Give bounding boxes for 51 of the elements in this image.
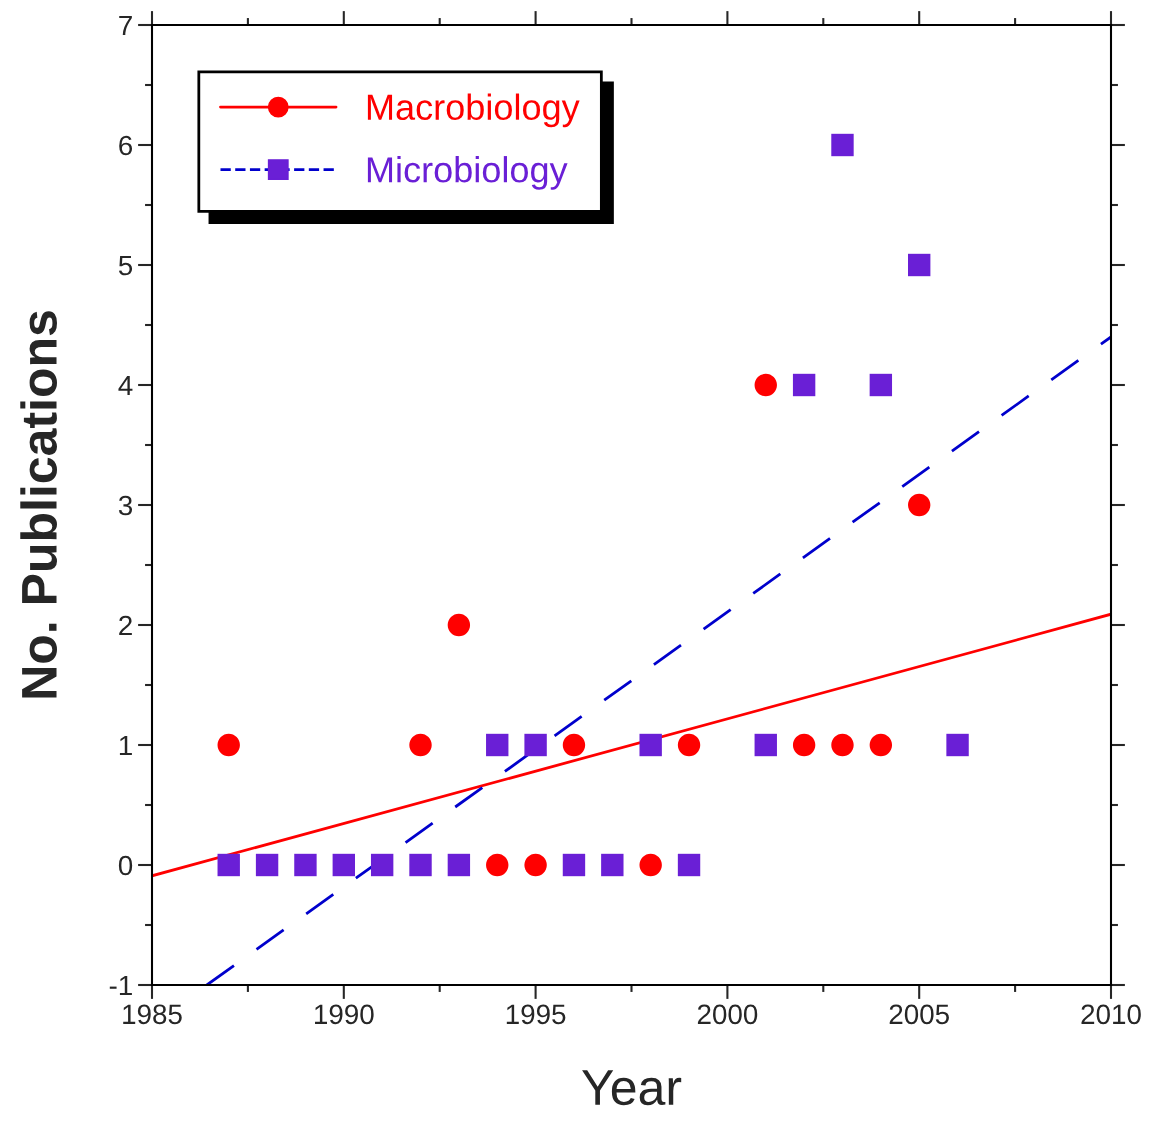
point: [447, 613, 471, 637]
x-tick-label: 1990: [315, 1004, 374, 1025]
point: [370, 853, 394, 877]
point: [754, 733, 777, 757]
y-tick-label: 6: [119, 135, 133, 156]
y-tick-label: 2: [119, 615, 132, 636]
y-tick-label: 7: [119, 15, 132, 36]
y-tick-label: 0: [118, 855, 133, 876]
point: [562, 733, 586, 757]
point: [409, 853, 432, 877]
x-tick-label: 2010: [1081, 1004, 1141, 1025]
x-tick-label: 1985: [123, 1004, 182, 1025]
point: [792, 373, 816, 397]
point: [447, 853, 471, 877]
point: [524, 853, 547, 877]
y-tick-label: -1: [109, 975, 132, 996]
point: [869, 733, 893, 757]
point: [792, 733, 816, 757]
point: [486, 733, 509, 757]
point: [908, 253, 931, 277]
x-tick-label: 2000: [697, 1004, 758, 1025]
y-tick-label: 1: [119, 735, 132, 756]
point: [255, 853, 279, 877]
y-axis-title: No. Publications: [20, 311, 57, 698]
point: [677, 733, 701, 757]
point: [831, 733, 854, 757]
x-tick-label: 1995: [506, 1004, 566, 1025]
y-tick-label: 5: [118, 255, 133, 276]
point: [639, 733, 662, 757]
y-tick-label: 3: [118, 495, 133, 516]
point: [869, 373, 893, 397]
point: [409, 733, 432, 757]
point: [562, 853, 586, 877]
legend-label: Macrobiology: [367, 93, 580, 128]
point: [486, 853, 509, 877]
point: [639, 853, 662, 877]
point: [217, 733, 240, 757]
point: [524, 733, 547, 757]
point: [677, 853, 701, 877]
legend-label: Microbiology: [367, 156, 568, 190]
x-tick-label: 2005: [889, 1004, 949, 1025]
x-axis-title: Year: [582, 1070, 682, 1106]
point: [908, 493, 931, 517]
point: [294, 853, 317, 877]
point: [754, 373, 777, 397]
point: [946, 733, 969, 757]
point: [332, 853, 355, 877]
y-tick-label: 4: [118, 375, 133, 396]
point: [831, 133, 854, 157]
point: [601, 853, 624, 877]
point: [217, 853, 240, 877]
